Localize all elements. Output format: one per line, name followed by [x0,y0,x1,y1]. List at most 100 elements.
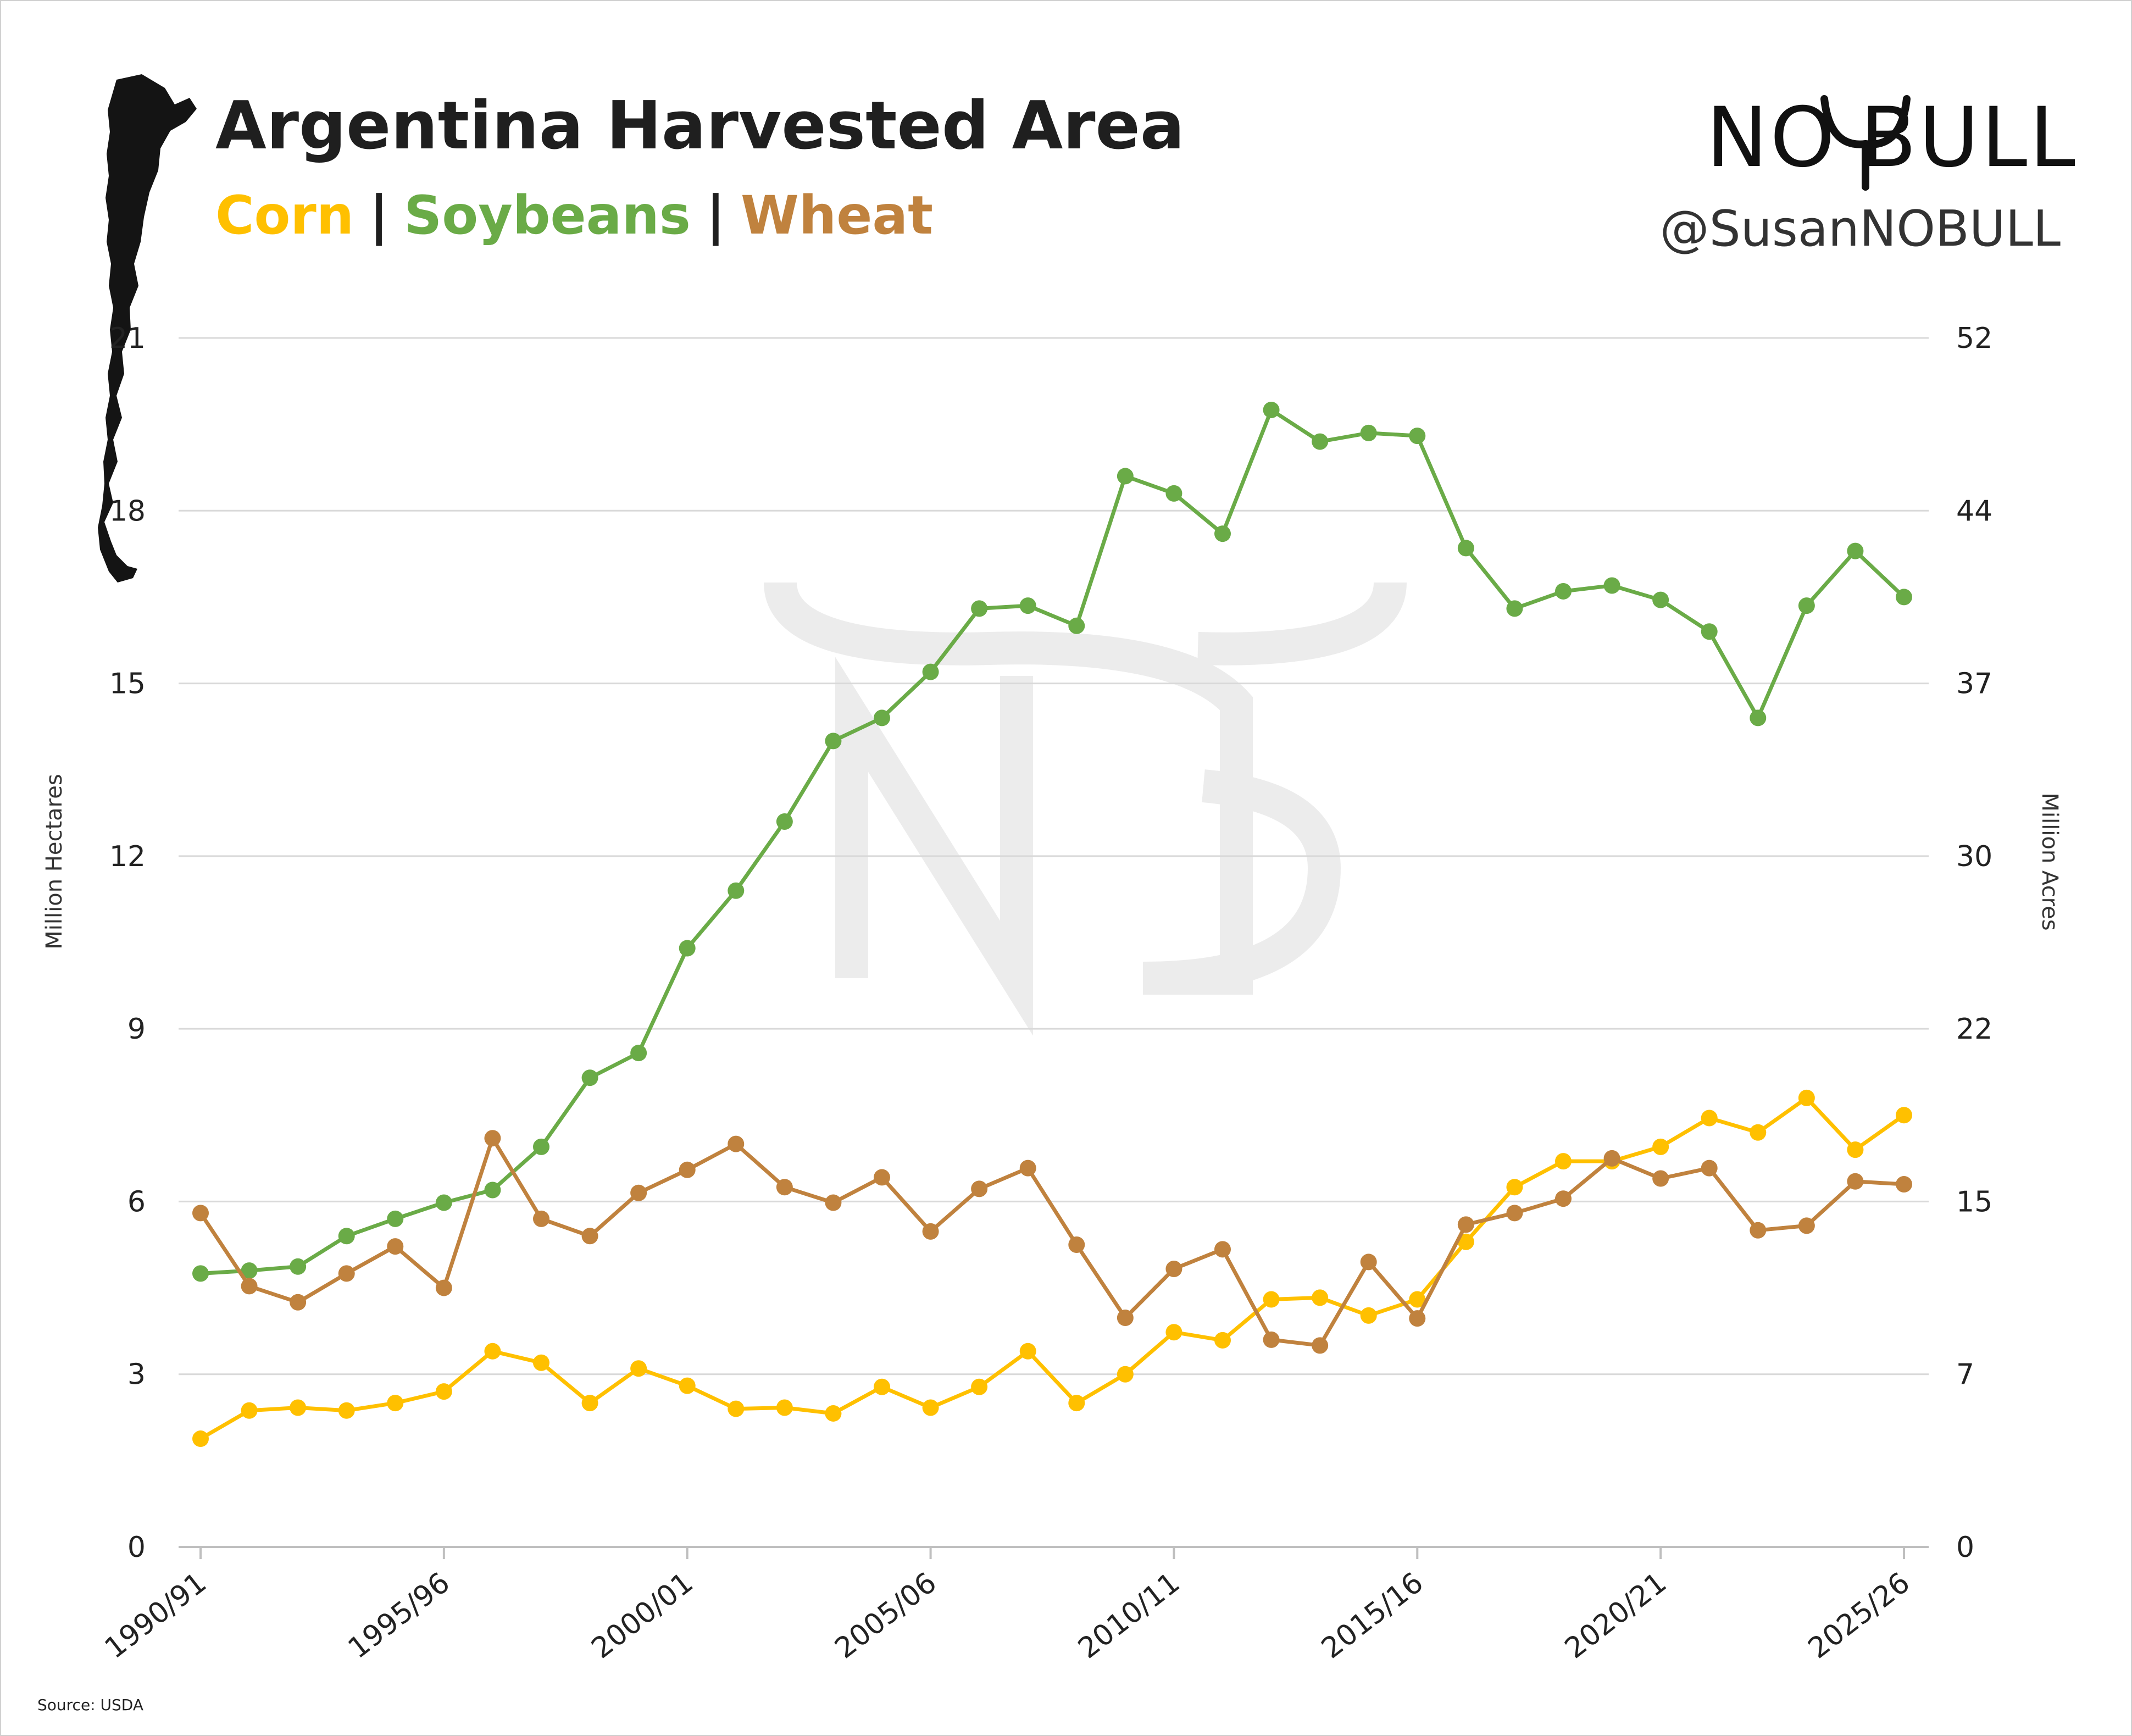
wheat-point [1701,1160,1718,1177]
wheat-point [1506,1205,1523,1222]
soybeans-point [1409,428,1426,445]
soybeans-point [241,1262,258,1279]
corn-point [1555,1153,1572,1170]
soybeans-point [290,1258,307,1275]
corn-point [1798,1089,1815,1106]
wheat-point [435,1279,452,1296]
wheat-point [1457,1216,1474,1233]
source-note: Source: USDA [37,1696,143,1714]
corn-point [971,1378,988,1395]
soybeans-point [192,1265,209,1282]
chart-title: Argentina Harvested Area [215,88,1185,164]
wheat-point [533,1210,549,1227]
wheat-point [728,1135,745,1152]
wheat-point [922,1223,939,1240]
wheat-point [1603,1150,1620,1167]
y-tick-label-left: 0 [127,1531,146,1564]
corn-point [241,1402,258,1419]
corn-point [1214,1332,1231,1349]
wheat-point [630,1184,647,1201]
wheat-point [192,1205,209,1222]
wheat-point [581,1228,598,1245]
corn-point [533,1354,549,1371]
soybeans-point [338,1228,355,1245]
wheat-point [1068,1236,1085,1253]
corn-point [1652,1138,1669,1155]
soybeans-point [776,813,793,830]
soybeans-line [200,408,1906,1275]
corn-point [1701,1110,1718,1127]
wheat-point [1847,1173,1864,1190]
corn-point [192,1430,209,1447]
soybeans-point [1457,540,1474,557]
wheat-point [1019,1160,1036,1177]
corn-point [435,1383,452,1400]
soybeans-point [679,940,696,957]
nb-watermark [764,581,1407,1036]
y-axis-label-left: Million Hectares [42,774,67,949]
wheat-point [290,1294,307,1311]
corn-point [825,1405,842,1422]
soybeans-point [387,1210,404,1227]
argentina-map-icon [98,74,197,583]
subtitle-soybeans: Soybeans [404,185,691,246]
y-tick-label-left: 3 [127,1358,146,1391]
soybeans-point [1312,433,1329,450]
wheat-point [1750,1222,1767,1239]
soybeans-point [1555,583,1572,600]
y-tick-label-left: 9 [127,1013,146,1046]
subtitle-wheat: Wheat [741,185,933,246]
corn-point [922,1399,939,1416]
soybeans-point [630,1045,647,1062]
corn-point [581,1395,598,1412]
corn-point [387,1395,404,1412]
corn-point [1847,1141,1864,1158]
corn-point [679,1377,696,1394]
corn-point [1068,1395,1085,1412]
corn-point [1750,1124,1767,1141]
corn-point [1019,1343,1036,1360]
soybeans-point [1750,709,1767,726]
wheat-point [1214,1241,1231,1258]
wheat-point [776,1179,793,1196]
y-tick-label-left: 15 [109,668,146,701]
y-tick-label-right: 52 [1956,322,1992,355]
corn-point [338,1402,355,1419]
y-tick-label-right: 0 [1956,1531,1974,1564]
corn-point [1506,1179,1523,1196]
wheat-point [241,1278,258,1295]
soybeans-point [874,709,890,726]
corn-point [630,1360,647,1377]
soybeans-point [1603,577,1620,594]
wheat-point [971,1180,988,1197]
soybeans-point [533,1138,549,1155]
subtitle-separator: | [706,185,725,247]
soybeans-point [728,882,745,899]
soybeans-point [1019,597,1036,614]
soybeans-point [435,1194,452,1211]
y-tick-label-left: 21 [109,322,146,355]
soybeans-point [1701,623,1718,640]
bull-horns-icon [1820,95,1911,191]
y-tick-label-right: 15 [1956,1185,1992,1218]
y-tick-label-right: 44 [1956,495,1992,528]
corn-point [776,1399,793,1416]
wheat-point [679,1161,696,1178]
soybeans-point [1847,542,1864,559]
corn-point [290,1399,307,1416]
wheat-point [1312,1337,1329,1354]
wheat-point [1360,1254,1377,1271]
y-tick-label-right: 7 [1956,1358,1974,1391]
subtitle-corn: Corn [215,185,354,246]
corn-point [1312,1289,1329,1306]
soybeans-point [1360,424,1377,441]
wheat-point [338,1265,355,1282]
soybeans-point [1068,617,1085,634]
soybeans-point [581,1069,598,1086]
soybeans-point [484,1182,501,1199]
twitter-handle: @SusanNOBULL [1660,200,2061,258]
soybeans-point [1896,589,1912,606]
wheat-point [1117,1310,1134,1327]
wheat-point [1409,1310,1426,1327]
